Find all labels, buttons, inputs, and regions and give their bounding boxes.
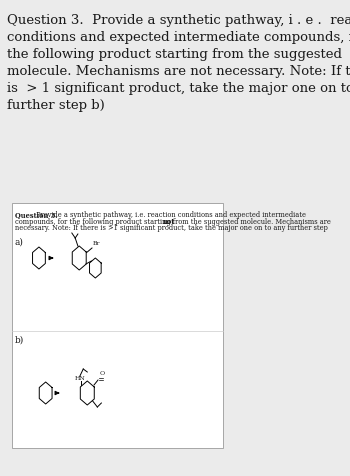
Text: further step b): further step b) — [7, 99, 104, 112]
Text: Br: Br — [93, 241, 100, 246]
Polygon shape — [90, 258, 101, 278]
Text: the following product starting from the suggested: the following product starting from the … — [7, 48, 342, 61]
Polygon shape — [33, 247, 46, 269]
Text: molecule. Mechanisms are not necessary. Note: If there: molecule. Mechanisms are not necessary. … — [7, 65, 350, 78]
Polygon shape — [39, 382, 52, 404]
Text: a): a) — [15, 238, 24, 247]
Text: not: not — [163, 218, 175, 226]
Text: Question 3.  Provide a synthetic pathway, i . e .  reaction: Question 3. Provide a synthetic pathway,… — [7, 14, 350, 27]
Text: is  > 1 significant product, take the major one on to any: is > 1 significant product, take the maj… — [7, 82, 350, 95]
Text: necessary. Note: If there is >1 significant product, take the major one on to an: necessary. Note: If there is >1 signific… — [15, 224, 328, 232]
FancyBboxPatch shape — [12, 203, 223, 448]
Text: b): b) — [15, 336, 24, 345]
Polygon shape — [72, 246, 86, 270]
Text: Provide a synthetic pathway, i.e. reaction conditions and expected intermediate: Provide a synthetic pathway, i.e. reacti… — [34, 211, 306, 219]
Text: O: O — [99, 371, 105, 376]
Text: Question 3.: Question 3. — [15, 211, 57, 219]
Polygon shape — [80, 381, 94, 405]
Text: compounds, for the following product starting from the suggested molecule. Mecha: compounds, for the following product sta… — [15, 218, 333, 226]
Text: HN: HN — [75, 376, 86, 380]
Text: conditions and expected intermediate compounds, for: conditions and expected intermediate com… — [7, 31, 350, 44]
